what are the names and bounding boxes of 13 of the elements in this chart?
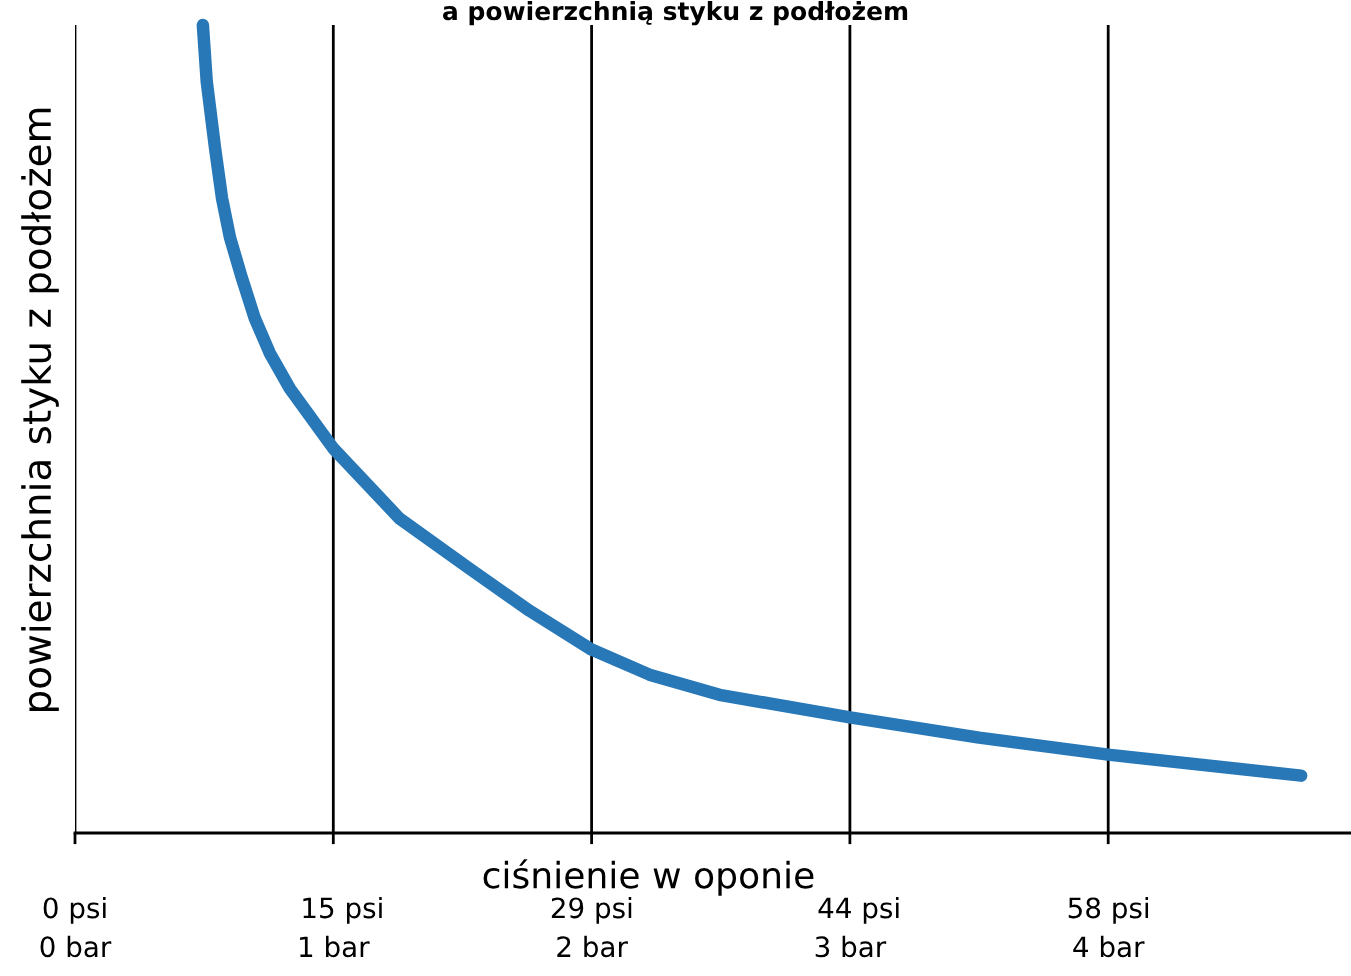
x-axis-title: ciśnienie w oponie [483, 859, 814, 896]
x2-tick-label: 29 psi [551, 896, 632, 924]
y-axis-title: powierzchnia styku z podłożem [21, 108, 59, 711]
x-tick-label: 4 bar [1073, 935, 1145, 958]
x-tick-label: 0 bar [40, 935, 112, 958]
chart-title: a powierzchnią styku z podłożem [442, 0, 908, 26]
x2-tick-label: 44 psi [818, 896, 899, 924]
x2-tick-label: 58 psi [1068, 896, 1149, 924]
x2-tick-label: 0 psi [43, 896, 106, 924]
x-tick-label: 1 bar [300, 935, 370, 958]
x-tick-label: 3 bar [815, 935, 887, 958]
x2-tick-label: 15 psi [303, 896, 382, 924]
x-tick-label: 2 bar [557, 935, 628, 958]
